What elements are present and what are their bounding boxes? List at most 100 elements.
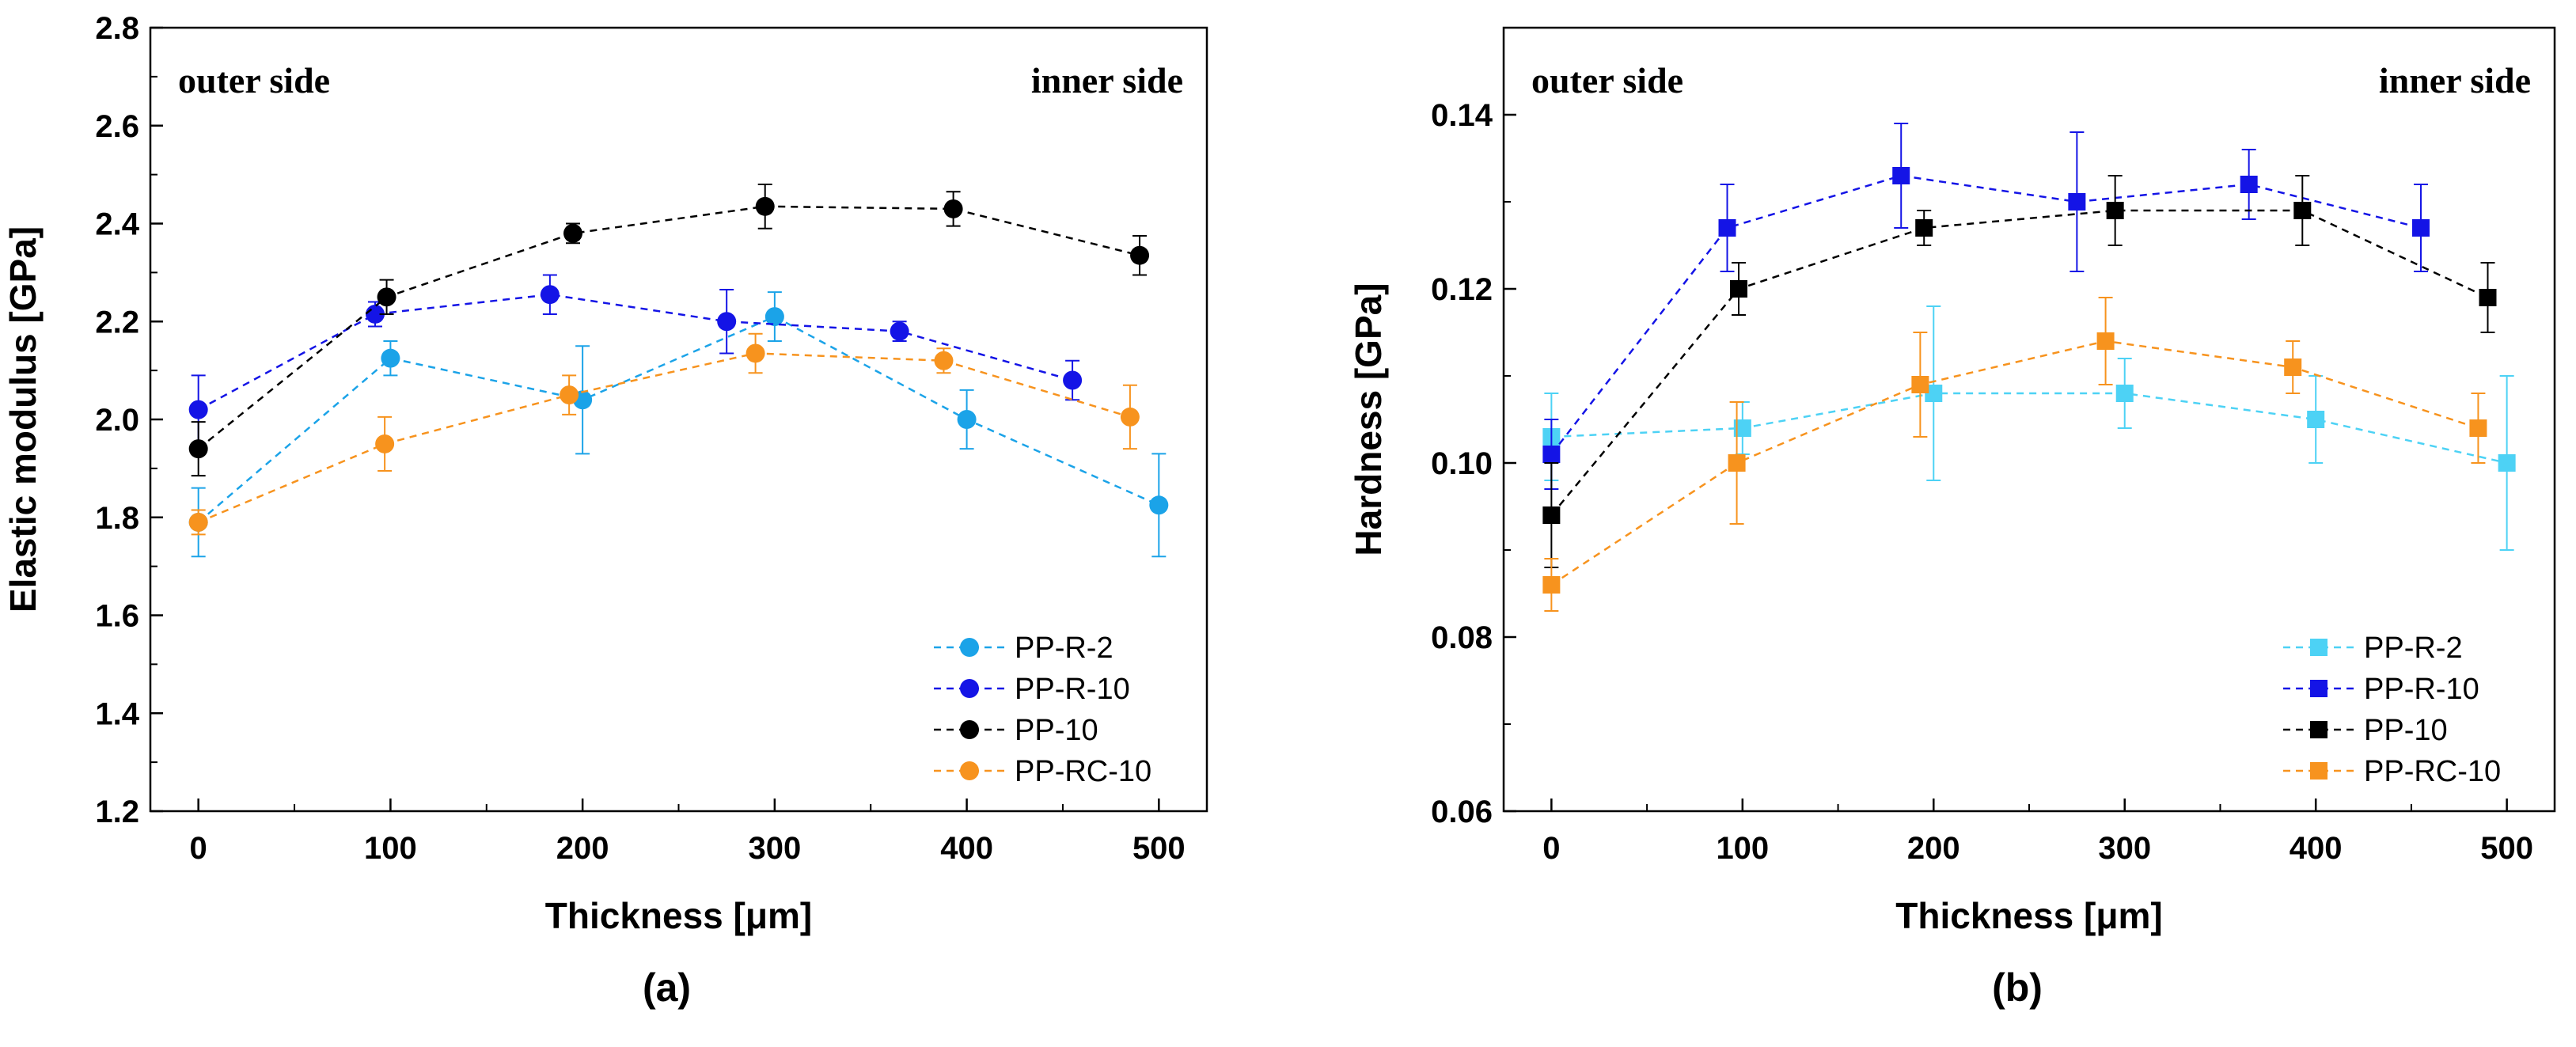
legend-label: PP-R-2: [1015, 632, 1113, 665]
legend-label: PP-R-10: [2364, 673, 2479, 706]
data-point: [1120, 407, 1140, 427]
y-tick-label: 1.6: [95, 599, 139, 634]
data-point: [1718, 219, 1736, 237]
data-point: [560, 385, 579, 405]
data-point: [890, 321, 909, 341]
legend-marker: [960, 679, 979, 698]
data-point: [377, 287, 396, 307]
data-point: [2479, 289, 2497, 306]
data-point: [2115, 385, 2134, 402]
data-point: [2498, 454, 2516, 472]
x-tick-label: 300: [748, 831, 801, 866]
data-point: [2106, 202, 2124, 219]
x-tick-label: 400: [940, 831, 993, 866]
data-point: [2307, 411, 2325, 428]
y-tick-label: 0.14: [1431, 98, 1493, 133]
data-point: [717, 312, 737, 332]
panel-label: (a): [643, 965, 691, 1010]
y-tick-label: 0.10: [1431, 446, 1493, 481]
data-point: [188, 512, 208, 532]
data-point: [381, 348, 400, 368]
legend-marker: [960, 638, 979, 657]
y-tick-label: 0.12: [1431, 272, 1493, 307]
data-point: [745, 343, 765, 363]
legend-marker: [960, 761, 979, 780]
legend-label: PP-RC-10: [2364, 755, 2501, 788]
data-point: [764, 307, 784, 327]
data-point: [1542, 506, 1561, 524]
data-point: [1911, 376, 1929, 393]
data-point: [1542, 576, 1561, 594]
series-PP-R-10: [188, 274, 1083, 445]
data-point: [1915, 219, 1933, 237]
annotation-outer-side: outer side: [178, 60, 330, 101]
y-tick-label: 1.8: [95, 501, 139, 536]
legend-marker: [2310, 680, 2328, 697]
series-line: [1550, 174, 2422, 455]
data-point: [2284, 358, 2302, 376]
data-point: [1149, 495, 1169, 515]
y-axis-label: Elastic modulus [GPa]: [2, 226, 44, 613]
series-PP-RC-10: [188, 332, 1140, 536]
y-tick-label: 0.06: [1431, 795, 1493, 829]
data-point: [1063, 370, 1083, 390]
data-point: [188, 439, 208, 459]
data-point: [2469, 419, 2487, 437]
series-line: [1550, 340, 2479, 586]
data-point: [188, 400, 208, 419]
series-PP-10: [188, 184, 1150, 477]
legend-label: PP-R-10: [1015, 673, 1130, 706]
y-tick-label: 2.6: [95, 109, 139, 144]
x-axis-label: Thickness [μm]: [1895, 895, 2162, 936]
series-PP-R-2: [1542, 305, 2516, 551]
series-line: [1550, 209, 2489, 516]
panel-label: (b): [1992, 965, 2043, 1010]
series-PP-10: [1542, 175, 2497, 568]
data-point: [1729, 280, 1747, 298]
x-axis-label: Thickness [μm]: [545, 895, 812, 936]
data-point: [2411, 219, 2430, 237]
data-point: [1130, 245, 1150, 265]
data-point: [1542, 446, 1561, 463]
data-point: [1728, 454, 1746, 472]
series-line: [197, 315, 1159, 523]
x-tick-label: 400: [2290, 831, 2343, 866]
data-point: [943, 199, 963, 218]
data-point: [2293, 202, 2312, 219]
legend-label: PP-R-2: [2364, 632, 2463, 665]
legend-label: PP-10: [1015, 714, 1098, 747]
x-tick-label: 100: [1716, 831, 1769, 866]
annotation-inner-side: inner side: [1031, 60, 1183, 101]
y-tick-label: 2.4: [95, 207, 139, 242]
data-point: [563, 223, 582, 243]
y-tick-label: 2.2: [95, 305, 139, 340]
y-axis-label: Hardness [GPa]: [1348, 283, 1389, 556]
annotation-inner-side: inner side: [2379, 60, 2531, 101]
x-tick-label: 200: [1907, 831, 1960, 866]
y-tick-label: 1.4: [95, 696, 139, 731]
series-line: [197, 205, 1140, 450]
panel-b: 0.06 0.08 0.10 0.12 0.14 0 100 200 300 400 500 Thic…: [1348, 26, 2556, 1010]
annotation-outer-side: outer side: [1531, 60, 1683, 101]
panel-a: 1.2 1.4 1.6 1.8 2.0 2.2 2.4 2.6 2.8 0 100 200 300 400…: [2, 11, 1208, 1010]
x-tick-label: 300: [2098, 831, 2151, 866]
data-point: [2096, 332, 2115, 350]
x-tick-label: 500: [1132, 831, 1186, 866]
legend-marker: [2310, 721, 2328, 738]
data-point: [2068, 193, 2086, 211]
series-line: [198, 352, 1131, 524]
data-point: [1925, 385, 1943, 402]
data-point: [1892, 167, 1910, 184]
legend-label: PP-RC-10: [1015, 755, 1151, 788]
x-tick-label: 500: [2480, 831, 2533, 866]
x-tick-label: 200: [556, 831, 609, 866]
series-PP-R-2: [188, 291, 1169, 558]
data-point: [1733, 419, 1751, 437]
data-point: [2240, 176, 2258, 193]
x-tick-label: 0: [190, 831, 207, 866]
data-point: [540, 285, 560, 305]
data-point: [957, 410, 977, 429]
y-tick-label: 0.08: [1431, 620, 1493, 655]
